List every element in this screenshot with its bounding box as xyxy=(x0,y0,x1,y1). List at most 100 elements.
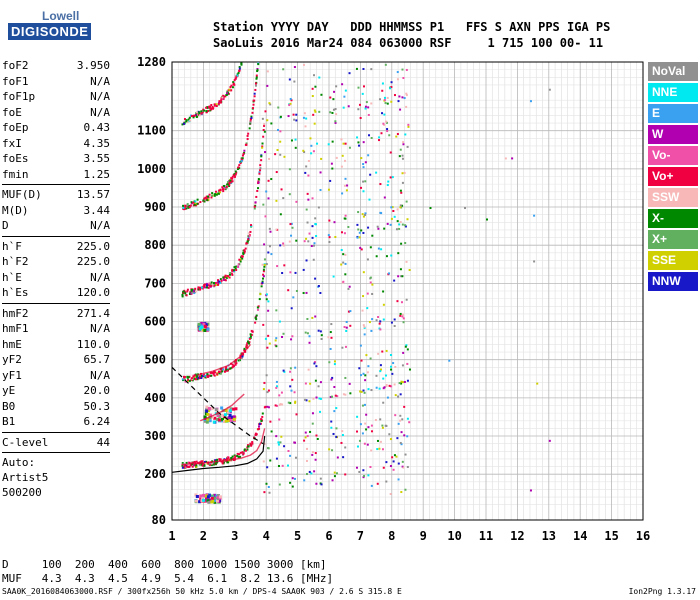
echo-point xyxy=(242,453,245,456)
echo-point xyxy=(231,180,234,183)
echo-point xyxy=(357,108,360,111)
echo-point xyxy=(274,153,277,156)
echo-point xyxy=(306,473,309,476)
echo-point xyxy=(365,101,368,104)
echo-point xyxy=(367,388,370,391)
param-label: fmin xyxy=(2,167,29,181)
y-tick-label: 700 xyxy=(144,276,166,290)
echo-point xyxy=(366,443,369,446)
echo-point xyxy=(342,393,345,396)
echo-point xyxy=(255,314,258,317)
echo-point xyxy=(192,375,195,378)
echo-point xyxy=(210,371,213,374)
echo-point xyxy=(367,365,370,368)
echo-point xyxy=(406,435,409,438)
legend-item: SSW xyxy=(648,188,698,207)
echo-point xyxy=(260,418,263,421)
legend-item: NNW xyxy=(648,272,698,291)
echo-point xyxy=(266,466,269,469)
echo-point xyxy=(228,276,231,279)
echo-point xyxy=(226,410,230,414)
header-values: SaoLuis 2016 Mar24 084 063000 RSF 1 715 … xyxy=(213,36,604,50)
param-value: 44 xyxy=(96,435,110,449)
echo-point xyxy=(342,456,345,459)
echo-point xyxy=(283,264,286,267)
echo-point xyxy=(280,188,283,191)
echo-point xyxy=(263,258,266,261)
param-label: C-level xyxy=(2,435,49,449)
echo-point xyxy=(289,97,292,100)
echo-point xyxy=(401,68,404,71)
echo-point xyxy=(314,85,317,88)
echo-point xyxy=(210,500,214,504)
echo-point xyxy=(268,245,271,248)
echo-point xyxy=(190,290,193,293)
echo-point xyxy=(275,228,278,231)
echo-point xyxy=(382,466,385,469)
echo-point xyxy=(235,269,238,272)
echo-point xyxy=(319,330,322,333)
echo-point xyxy=(260,419,263,422)
echo-point xyxy=(208,105,211,108)
echo-point xyxy=(197,322,201,326)
echo-point xyxy=(335,472,338,475)
y-tick-label: 600 xyxy=(144,315,166,329)
echo-point xyxy=(400,301,403,304)
param-value: N/A xyxy=(90,270,110,284)
echo-point xyxy=(359,116,362,119)
echo-point xyxy=(218,495,222,499)
echo-point xyxy=(311,197,314,200)
echo-point xyxy=(344,142,347,145)
echo-point xyxy=(393,325,396,328)
echo-point xyxy=(368,321,371,324)
echo-point xyxy=(194,493,198,497)
echo-point xyxy=(381,82,384,85)
x-tick-label: 14 xyxy=(573,529,587,543)
echo-point xyxy=(267,197,270,200)
echo-point xyxy=(262,135,265,138)
echo-point xyxy=(267,251,270,254)
echo-point xyxy=(399,206,402,209)
echo-point xyxy=(231,366,234,369)
echo-point xyxy=(396,78,399,81)
echo-point xyxy=(222,420,226,424)
echo-point xyxy=(291,477,294,480)
param-value: 3.44 xyxy=(83,203,111,217)
echo-point xyxy=(392,362,395,365)
echo-point xyxy=(361,213,364,216)
echo-point xyxy=(344,393,347,396)
echo-point xyxy=(294,366,297,369)
param-label: yF1 xyxy=(2,368,22,382)
param-row: hmF2 271.4 xyxy=(2,306,110,322)
echo-point xyxy=(401,315,404,318)
echo-point xyxy=(230,272,233,275)
echo-point xyxy=(277,441,280,444)
echo-point xyxy=(342,280,345,283)
echo-point xyxy=(304,431,307,434)
echo-point xyxy=(294,400,297,403)
echo-point xyxy=(274,404,277,407)
echo-point xyxy=(252,107,255,110)
param-row: D N/A xyxy=(2,218,110,234)
echo-point xyxy=(238,70,241,73)
echo-point xyxy=(377,352,380,355)
echo-point xyxy=(281,464,284,467)
echo-point xyxy=(185,207,188,210)
echo-point xyxy=(311,451,314,454)
echo-point xyxy=(396,133,399,136)
echo-point xyxy=(312,397,315,400)
echo-point xyxy=(289,402,292,405)
echo-point xyxy=(225,276,228,279)
echo-point xyxy=(183,464,186,467)
echo-point xyxy=(399,414,402,417)
echo-point xyxy=(329,111,332,114)
echo-point xyxy=(206,495,210,499)
echo-point xyxy=(389,176,392,179)
echo-point xyxy=(182,122,185,125)
echo-point xyxy=(231,273,234,276)
echo-point xyxy=(217,283,220,286)
echo-point xyxy=(264,151,267,154)
legend-item: SSE xyxy=(648,251,698,270)
echo-point xyxy=(207,407,211,411)
echo-point xyxy=(386,184,389,187)
